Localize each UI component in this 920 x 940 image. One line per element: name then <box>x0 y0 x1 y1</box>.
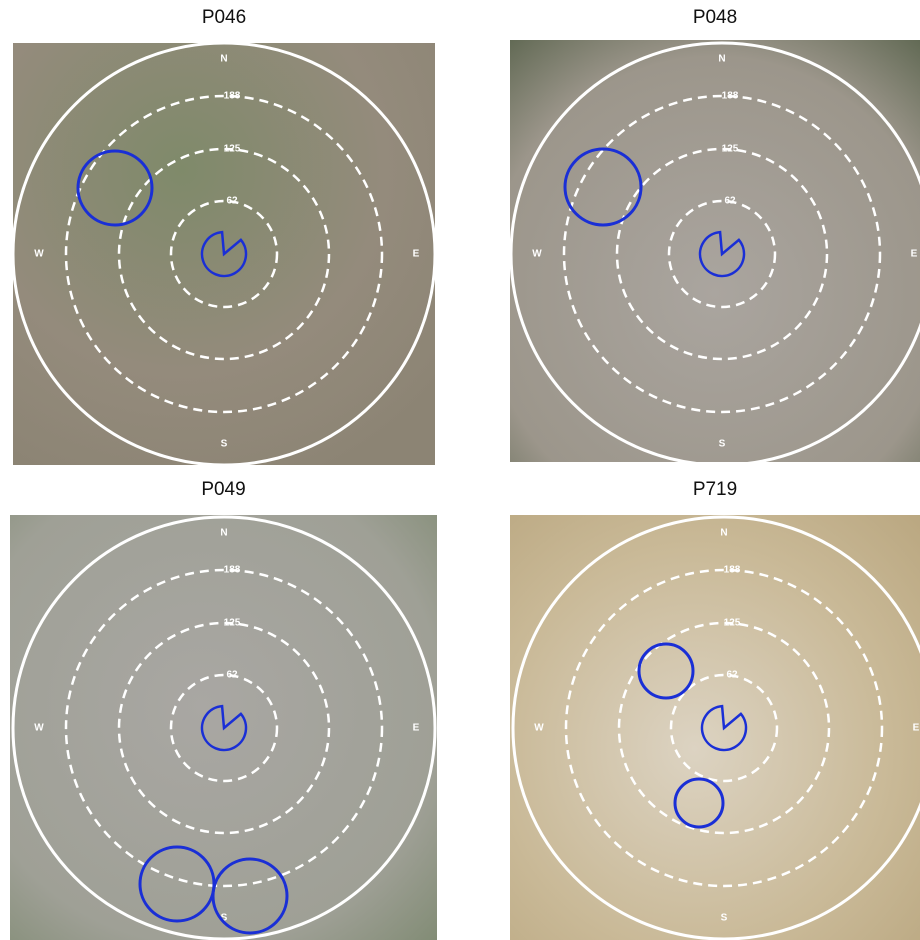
panel: 62 125 188 N S W E <box>510 515 920 940</box>
compass-label: W <box>34 249 44 260</box>
compass-label: E <box>913 723 920 734</box>
panel-title: P048 <box>693 7 737 28</box>
panel-title: P046 <box>202 7 246 28</box>
compass-label: N <box>718 54 725 65</box>
compass-label: E <box>413 249 420 260</box>
panel: 62 125 188 N S W E <box>510 40 920 465</box>
compass-label: W <box>534 723 544 734</box>
compass-label: W <box>34 723 44 734</box>
panel-title: P719 <box>693 479 737 500</box>
compass-label: S <box>221 439 228 450</box>
ring-label: 125 <box>724 618 741 629</box>
ring-label: 62 <box>724 196 736 207</box>
ring-label: 125 <box>224 618 241 629</box>
ring-label: 188 <box>724 565 741 576</box>
compass-label: S <box>719 439 726 450</box>
panel: 62 125 188 N S W E <box>13 43 435 465</box>
compass-label: E <box>413 723 420 734</box>
ring-label: 125 <box>722 144 739 155</box>
compass-label: W <box>532 249 542 260</box>
compass-label: E <box>911 249 918 260</box>
ring-label: 188 <box>224 91 241 102</box>
ring-label: 62 <box>726 670 738 681</box>
ring-label: 62 <box>226 670 238 681</box>
panel-title: P049 <box>201 479 245 500</box>
figure: P046 62 125 188 N S W E P048 62 125 188 N S W E P049 62 12… <box>0 0 920 940</box>
compass-label: S <box>721 913 728 924</box>
ring-label: 188 <box>722 91 739 102</box>
compass-label: N <box>220 54 227 65</box>
compass-label: N <box>720 528 727 539</box>
panels: P046 62 125 188 N S W E P048 62 125 188 N S W E P049 62 12… <box>10 7 920 940</box>
aerial-image <box>510 515 920 940</box>
ring-label: 188 <box>224 565 241 576</box>
compass-label: N <box>220 528 227 539</box>
ring-label: 125 <box>224 144 241 155</box>
aerial-image <box>510 40 920 462</box>
ring-label: 62 <box>226 196 238 207</box>
